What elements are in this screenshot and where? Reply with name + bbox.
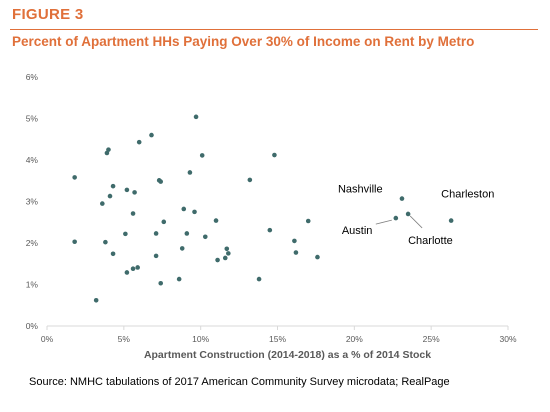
y-tick-label: 5% <box>26 114 39 124</box>
data-point <box>136 139 142 145</box>
point-label-austin: Austin <box>342 225 373 237</box>
data-point-charlotte <box>405 211 411 217</box>
data-point <box>107 193 113 199</box>
title-divider <box>10 29 538 30</box>
data-point <box>256 276 262 282</box>
data-point <box>149 132 154 138</box>
source-note: Source: NMHC tabulations of 2017 America… <box>29 376 450 388</box>
data-point <box>153 231 159 236</box>
data-point <box>202 234 208 240</box>
x-tick-label: 25% <box>423 334 440 344</box>
x-axis-label: Apartment Construction (2014-2018) as a … <box>144 349 431 361</box>
data-point <box>72 239 77 245</box>
data-point <box>267 227 273 233</box>
data-point-charleston <box>448 218 454 223</box>
data-point <box>110 183 116 189</box>
data-point-nashville <box>399 196 405 201</box>
y-tick-label: 3% <box>26 197 39 207</box>
x-tick-label: 5% <box>118 334 131 344</box>
data-point <box>110 251 116 257</box>
data-point <box>132 190 137 195</box>
data-point <box>187 170 193 175</box>
data-point <box>215 257 220 263</box>
data-point <box>292 238 297 244</box>
data-point <box>192 209 197 215</box>
x-tick-label: 10% <box>192 334 209 344</box>
data-point <box>213 218 219 223</box>
data-point <box>135 265 140 270</box>
data-point <box>315 254 320 260</box>
x-tick-label: 30% <box>499 334 516 344</box>
chart-title: Percent of Apartment HHs Paying Over 30%… <box>12 34 475 49</box>
x-tick-label: 0% <box>41 334 54 344</box>
y-tick-label: 4% <box>26 155 39 165</box>
x-axis: 0% 5% 10% 15% 20% 25% 30% <box>41 325 517 344</box>
x-tick-label: 20% <box>346 334 363 344</box>
data-point <box>193 114 199 120</box>
data-point <box>103 239 108 245</box>
data-point <box>224 246 230 252</box>
data-point <box>130 211 136 216</box>
data-point <box>184 231 190 236</box>
point-label-nashville: Nashville <box>338 184 383 196</box>
data-point <box>305 218 311 224</box>
figure-label: FIGURE 3 <box>12 6 84 23</box>
data-points <box>72 114 454 303</box>
data-point <box>199 153 205 158</box>
data-point <box>158 179 164 184</box>
data-point-austin <box>393 215 399 221</box>
data-point <box>124 187 130 193</box>
x-tick-label: 15% <box>269 334 286 344</box>
data-point <box>72 175 77 180</box>
data-point <box>247 177 253 183</box>
data-point <box>100 201 105 206</box>
data-point <box>226 251 231 256</box>
data-point <box>106 147 111 152</box>
point-labels: Nashville Austin Charlotte Charleston <box>338 184 494 247</box>
data-point <box>124 270 130 275</box>
data-point <box>181 206 187 212</box>
y-tick-label: 6% <box>26 72 39 82</box>
point-label-charlotte: Charlotte <box>408 235 453 247</box>
data-point <box>179 246 185 251</box>
point-label-charleston: Charleston <box>441 189 494 201</box>
data-point <box>222 255 228 261</box>
y-tick-label: 2% <box>26 238 39 248</box>
data-point <box>293 250 299 255</box>
data-point <box>153 253 159 259</box>
data-point <box>158 280 164 286</box>
data-point <box>176 276 182 282</box>
y-axis-ticks: 0% 1% 2% 3% 4% 5% 6% <box>26 72 39 331</box>
data-point <box>161 219 167 225</box>
label-leader-line <box>375 219 392 225</box>
data-point <box>130 266 136 272</box>
data-point <box>123 231 128 237</box>
y-tick-label: 1% <box>26 280 39 290</box>
data-point <box>93 297 99 303</box>
y-tick-label: 0% <box>26 321 39 331</box>
label-leader-line <box>409 215 423 229</box>
data-point <box>272 152 277 158</box>
